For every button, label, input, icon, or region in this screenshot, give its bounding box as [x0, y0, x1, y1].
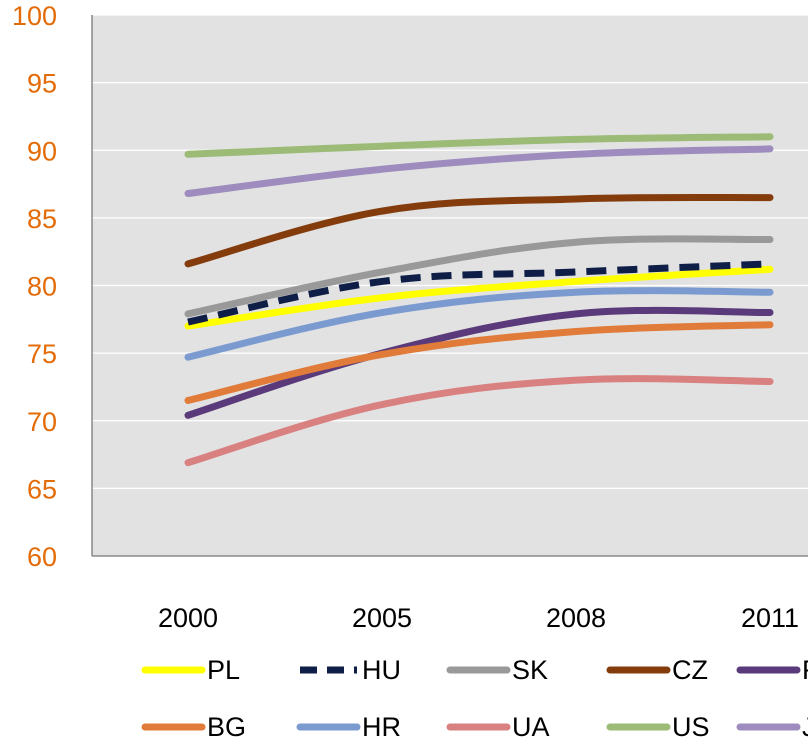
legend-label: HU [362, 655, 401, 685]
y-tick-label: 70 [27, 407, 57, 437]
series-line-ro [184, 306, 774, 419]
series-line-hr [184, 287, 774, 361]
legend-label: US [672, 712, 710, 742]
series-line-ua [184, 375, 774, 467]
legend-label: SK [512, 655, 548, 685]
legend-label: CZ [672, 655, 708, 685]
y-tick-label: 75 [27, 339, 57, 369]
x-tick-label: 2005 [352, 603, 412, 633]
legend-label: PL [207, 655, 240, 685]
legend: PL HU SK CZ RO BG HR UA US JP [141, 655, 808, 742]
legend-item-hu: HU [300, 655, 401, 685]
legend-item-jp: JP [736, 712, 808, 742]
series-line-sk [184, 235, 774, 318]
series-line-hu [187, 260, 771, 326]
legend-label: HR [362, 712, 401, 742]
legend-label: UA [512, 712, 550, 742]
x-axis-ticks: 2000 2005 2008 2011 [158, 603, 799, 633]
x-tick-label: 2000 [158, 603, 218, 633]
series-line-cz [184, 193, 774, 268]
legend-label: JP [802, 712, 808, 742]
x-tick-label: 2011 [741, 603, 799, 633]
legend-item-hr: HR [296, 712, 401, 742]
y-axis-ticks: 60 65 70 75 80 85 90 95 100 [12, 1, 57, 572]
series-line-pl [184, 265, 774, 330]
series-line-bg [184, 321, 774, 404]
legend-label: RO [802, 655, 808, 685]
y-tick-label: 95 [27, 69, 57, 99]
series-line-jp [184, 145, 774, 198]
series-lines [184, 133, 774, 467]
legend-item-bg: BG [141, 712, 246, 742]
legend-item-ua: UA [446, 712, 550, 742]
legend-label: BG [207, 712, 246, 742]
y-tick-label: 90 [27, 136, 57, 166]
legend-item-sk: SK [446, 655, 548, 685]
y-tick-label: 100 [12, 1, 57, 31]
legend-item-ro: RO [736, 655, 808, 685]
legend-item-pl: PL [141, 655, 240, 685]
series-line-us [184, 133, 774, 158]
legend-item-us: US [606, 712, 710, 742]
y-tick-label: 85 [27, 204, 57, 234]
x-tick-label: 2008 [546, 603, 606, 633]
y-tick-label: 65 [27, 474, 57, 504]
legend-item-cz: CZ [606, 655, 708, 685]
y-tick-label: 60 [27, 542, 57, 572]
y-tick-label: 80 [27, 272, 57, 302]
